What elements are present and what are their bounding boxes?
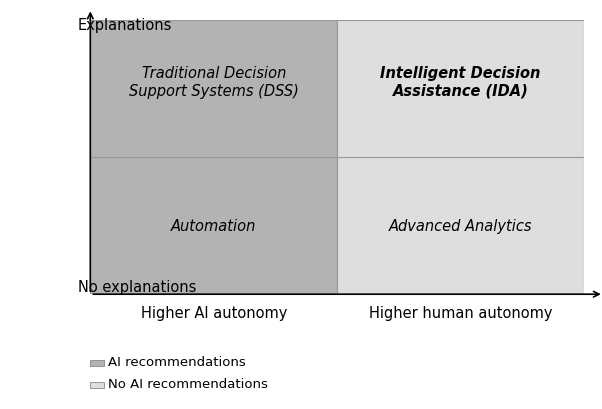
Text: Explanations: Explanations <box>78 18 172 33</box>
Text: Traditional Decision
Support Systems (DSS): Traditional Decision Support Systems (DS… <box>129 66 299 98</box>
Text: No explanations: No explanations <box>78 279 196 294</box>
Text: Higher AI autonomy: Higher AI autonomy <box>140 306 287 320</box>
Bar <box>90 360 104 366</box>
Bar <box>90 20 337 157</box>
Bar <box>337 157 584 294</box>
Bar <box>337 20 584 157</box>
Text: No AI recommendations: No AI recommendations <box>108 377 267 390</box>
Text: Intelligent Decision
Assistance (IDA): Intelligent Decision Assistance (IDA) <box>380 66 541 98</box>
Text: AI recommendations: AI recommendations <box>108 355 246 368</box>
Text: Advanced Analytics: Advanced Analytics <box>389 218 532 234</box>
Bar <box>90 157 337 294</box>
Text: Automation: Automation <box>171 218 256 234</box>
Bar <box>90 382 104 388</box>
Text: Higher human autonomy: Higher human autonomy <box>369 306 552 320</box>
